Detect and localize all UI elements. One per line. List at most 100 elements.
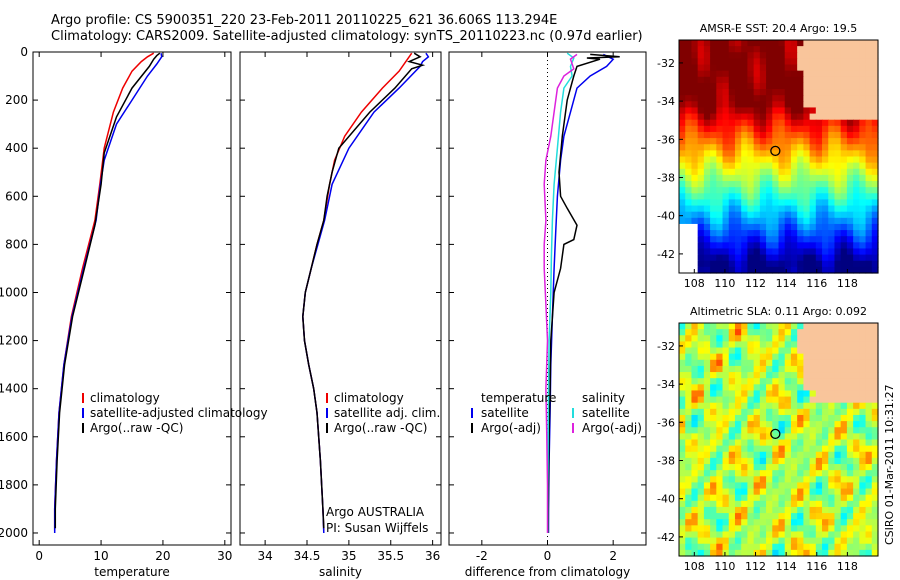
map-cell <box>840 549 848 557</box>
map-cell <box>697 131 705 139</box>
map-cell <box>734 193 742 201</box>
map-cell <box>741 266 749 274</box>
map-cell <box>778 138 786 145</box>
map-cell <box>766 162 773 170</box>
map-cell <box>759 223 767 231</box>
map-cell <box>828 433 836 441</box>
map-xtick-label-1-2: 112 <box>745 560 766 573</box>
map-cell <box>728 408 736 416</box>
map-cell <box>766 156 773 164</box>
map-cell <box>809 494 817 502</box>
map-cell <box>747 476 755 484</box>
map-cell <box>747 335 755 342</box>
map-cell <box>716 445 724 453</box>
map-cell <box>679 476 686 484</box>
map-cell <box>716 248 724 256</box>
map-cell <box>809 40 817 47</box>
map-cell <box>809 150 817 158</box>
map-cell <box>797 266 804 274</box>
map-cell <box>828 451 836 459</box>
map-cell <box>728 260 736 268</box>
map-cell <box>859 138 867 145</box>
map-cell <box>679 341 686 349</box>
map-cell <box>703 543 711 551</box>
legend-group-title-1: salinity <box>582 391 625 405</box>
map-cell <box>840 378 848 385</box>
map-cell <box>797 390 804 398</box>
map-cell <box>716 199 724 207</box>
map-cell <box>778 482 786 490</box>
map-cell <box>797 384 804 392</box>
map-cell <box>766 82 773 90</box>
map-cell <box>790 217 798 225</box>
map-cell <box>766 525 773 533</box>
map-cell <box>822 205 829 213</box>
map-cell <box>716 40 724 47</box>
map-cell <box>716 125 724 133</box>
map-cell <box>865 365 873 373</box>
map-cell <box>679 402 686 410</box>
map-cell <box>790 359 798 367</box>
map-cell <box>834 384 842 392</box>
map-cell <box>815 150 823 158</box>
map-cell <box>822 396 829 404</box>
map-cell <box>865 500 873 508</box>
map-cell <box>759 64 767 72</box>
map-cell <box>753 260 761 268</box>
map-cell <box>871 230 879 237</box>
map-cell <box>797 76 804 84</box>
map-cell <box>728 335 736 342</box>
map-cell <box>797 543 804 551</box>
map-cell <box>871 470 879 477</box>
map-cell <box>703 347 711 355</box>
map-cell <box>840 519 848 526</box>
map-cell <box>815 193 823 201</box>
map-cell <box>797 211 804 219</box>
map-cell <box>772 76 780 84</box>
map-cell <box>691 488 699 496</box>
map-cell <box>778 323 786 330</box>
map-cell <box>853 89 860 96</box>
map-cell <box>846 95 854 102</box>
map-cell <box>728 174 736 182</box>
map-cell <box>685 107 693 115</box>
legend-group-title-0: temperature <box>481 391 556 405</box>
map-cell <box>784 217 792 225</box>
map-cell <box>828 445 836 453</box>
map-cell <box>722 427 730 434</box>
map-cell <box>691 187 699 194</box>
map-cell <box>809 113 817 121</box>
map-cell <box>834 52 842 59</box>
map-cell <box>784 181 792 188</box>
map-cell <box>722 230 730 237</box>
map-cell <box>815 445 823 453</box>
map-cell <box>822 46 829 53</box>
map-cell <box>846 482 854 490</box>
map-cell <box>859 329 867 336</box>
map-cell <box>815 464 823 471</box>
map-cell <box>722 199 730 207</box>
map-cell <box>703 230 711 237</box>
map-cell <box>759 113 767 121</box>
map-cell <box>834 543 842 551</box>
map-cell <box>803 193 811 201</box>
map-cell <box>803 119 811 127</box>
map-cell <box>778 464 786 471</box>
map-cell <box>853 414 860 422</box>
map-cell <box>759 513 767 520</box>
map-cell <box>759 236 767 243</box>
map-cell <box>679 396 686 404</box>
map-cell <box>828 341 836 349</box>
map-cell <box>778 113 786 121</box>
map-cell <box>790 174 798 182</box>
map-cell <box>834 335 842 342</box>
map-cell <box>822 95 829 102</box>
map-cell <box>691 464 699 471</box>
map-cell <box>822 144 829 151</box>
map-cell <box>778 396 786 404</box>
map-cell <box>859 168 867 176</box>
map-cell <box>741 402 749 410</box>
map-cell <box>691 347 699 355</box>
map-cell <box>747 341 755 349</box>
map-cell <box>691 537 699 545</box>
